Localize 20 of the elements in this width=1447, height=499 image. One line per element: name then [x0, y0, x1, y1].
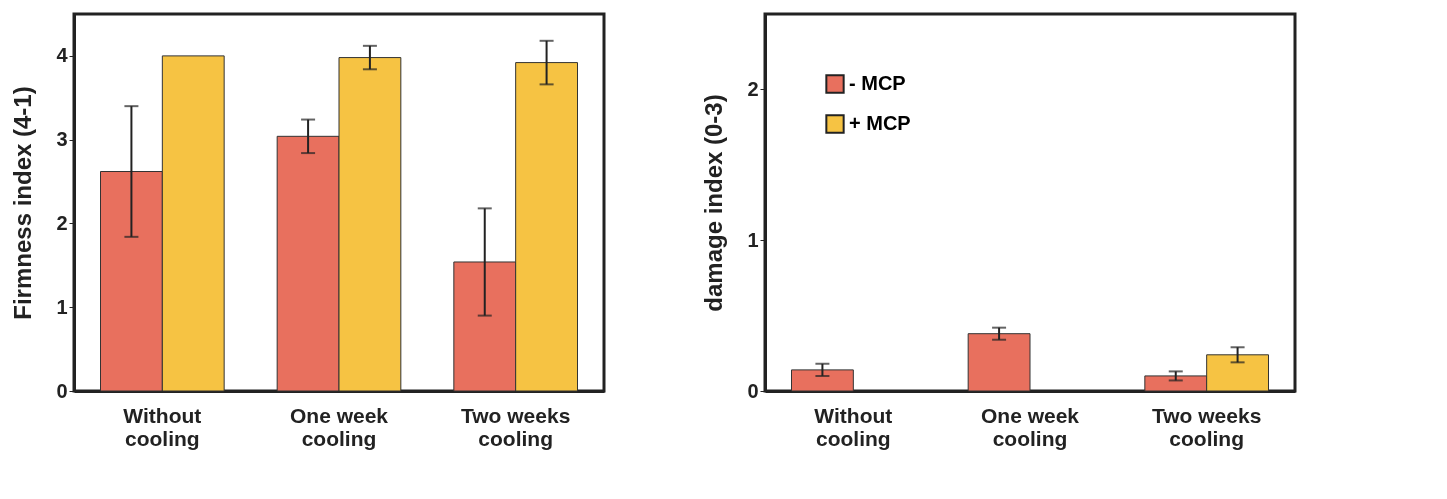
y-tick-label: 1 [747, 228, 759, 251]
y-axis-title: damage index (0-3) [700, 94, 728, 312]
x-tick-label: One week cooling [980, 403, 1080, 450]
x-tick-label: Without cooling [123, 403, 202, 450]
y-tick-label: 2 [747, 77, 759, 100]
bar [791, 369, 854, 392]
bar [967, 333, 1031, 392]
x-tick-label: Two weeks cooling [461, 403, 571, 450]
y-tick-label: 2 [56, 211, 68, 234]
x-tick-label: One week cooling [289, 403, 389, 450]
y-tick-label: 3 [56, 128, 68, 151]
y-tick-label: 1 [56, 295, 68, 318]
y-axis-title: Firmness index (4-1) [9, 86, 37, 320]
x-tick-label: Two weeks cooling [1152, 403, 1262, 450]
legend-label: - MCP [849, 72, 906, 94]
x-tick-label: Without cooling [814, 403, 893, 450]
y-tick-label: 0 [56, 379, 68, 402]
y-tick-label: 4 [56, 44, 69, 67]
y-tick-label: 0 [747, 379, 759, 402]
legend-label: + MCP [849, 112, 911, 134]
